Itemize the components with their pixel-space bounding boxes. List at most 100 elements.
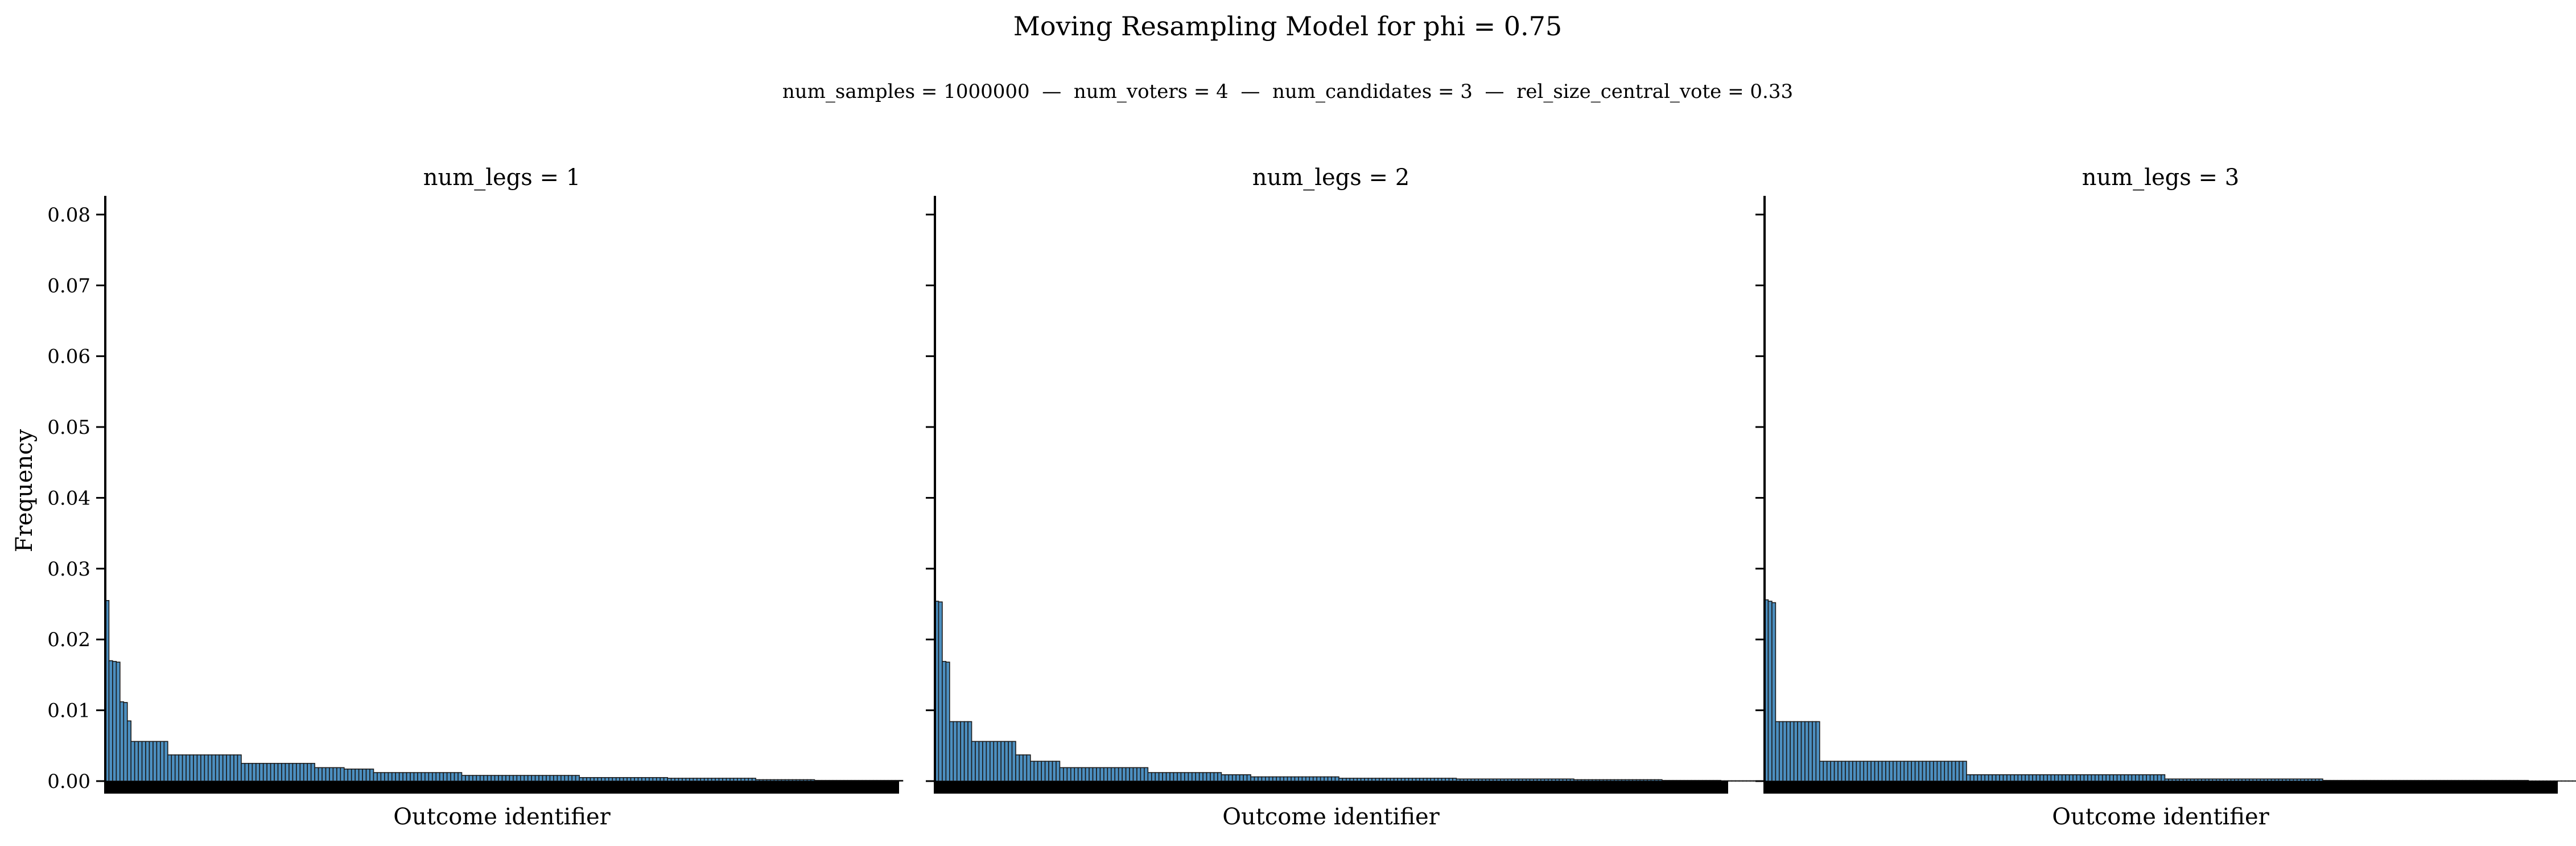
bar bbox=[1460, 778, 1465, 782]
bar bbox=[1360, 778, 1365, 782]
bar bbox=[1122, 767, 1127, 782]
bar bbox=[2061, 774, 2066, 782]
bar bbox=[967, 721, 972, 782]
bar bbox=[476, 775, 481, 782]
bar bbox=[2241, 778, 2247, 782]
bar bbox=[211, 754, 216, 782]
bar bbox=[1635, 779, 1641, 782]
bar bbox=[1375, 778, 1380, 782]
bar bbox=[2282, 778, 2287, 782]
bar bbox=[244, 763, 249, 782]
axes bbox=[934, 196, 1728, 794]
bar bbox=[1162, 772, 1167, 782]
bar bbox=[1533, 778, 1538, 782]
panel-title: num_legs = 3 bbox=[2082, 165, 2239, 191]
bar bbox=[1628, 779, 1633, 782]
bar bbox=[1412, 778, 1417, 782]
bar bbox=[2318, 778, 2323, 782]
bar bbox=[1265, 776, 1270, 782]
x-axis-label: Outcome identifier bbox=[2052, 804, 2269, 830]
bar bbox=[2017, 774, 2022, 782]
bar bbox=[2274, 778, 2280, 782]
bar bbox=[215, 754, 220, 782]
bar bbox=[1793, 721, 1798, 782]
bar bbox=[307, 763, 312, 782]
bar bbox=[2098, 774, 2103, 782]
figure-subtitle: num_samples = 1000000 — num_voters = 4 —… bbox=[782, 80, 1793, 103]
bar bbox=[1246, 774, 1251, 782]
bar bbox=[351, 769, 356, 782]
bar bbox=[1621, 779, 1626, 782]
bar bbox=[1349, 778, 1354, 782]
bar bbox=[1775, 721, 1780, 782]
bar bbox=[1452, 778, 1457, 782]
bar bbox=[1346, 778, 1351, 782]
bar bbox=[505, 775, 510, 782]
bar bbox=[2006, 774, 2012, 782]
bar bbox=[2010, 774, 2015, 782]
bar bbox=[759, 779, 764, 782]
bar bbox=[1779, 721, 1784, 782]
bar bbox=[740, 778, 745, 782]
bar bbox=[2194, 778, 2199, 782]
bar bbox=[2267, 778, 2272, 782]
bar bbox=[1357, 778, 1362, 782]
bar bbox=[2025, 774, 2030, 782]
bar bbox=[571, 775, 576, 782]
bar bbox=[1966, 774, 1971, 782]
bar bbox=[1147, 772, 1152, 782]
bar bbox=[2252, 778, 2257, 782]
bar bbox=[1030, 761, 1035, 782]
bar bbox=[2208, 778, 2214, 782]
bar bbox=[479, 775, 485, 782]
bar bbox=[2149, 774, 2154, 782]
bar bbox=[726, 778, 731, 782]
bar bbox=[421, 772, 426, 782]
bar bbox=[1004, 741, 1009, 782]
bar bbox=[1250, 776, 1255, 782]
bar bbox=[1503, 778, 1508, 782]
bar bbox=[189, 754, 194, 782]
bar bbox=[696, 778, 702, 782]
bar bbox=[1026, 754, 1031, 782]
bar bbox=[538, 775, 543, 782]
bar bbox=[656, 777, 661, 782]
bar bbox=[663, 777, 668, 782]
bar bbox=[443, 772, 448, 782]
panel-title: num_legs = 2 bbox=[1252, 165, 1409, 191]
axes bbox=[1763, 196, 2558, 794]
bar bbox=[781, 779, 786, 782]
bar bbox=[2237, 778, 2243, 782]
bar bbox=[303, 763, 308, 782]
bar bbox=[1353, 778, 1358, 782]
bar bbox=[682, 778, 687, 782]
bar bbox=[112, 660, 117, 782]
bar bbox=[1158, 772, 1163, 782]
bar bbox=[336, 767, 341, 782]
bar bbox=[1797, 721, 1802, 782]
bar bbox=[601, 777, 606, 782]
bar bbox=[1056, 761, 1061, 782]
bar bbox=[1973, 774, 1979, 782]
bar bbox=[549, 775, 554, 782]
bar bbox=[2021, 774, 2026, 782]
bar bbox=[1569, 778, 1575, 782]
bar bbox=[384, 772, 389, 782]
bar bbox=[1599, 779, 1604, 782]
bar bbox=[1808, 721, 1813, 782]
bar bbox=[520, 775, 525, 782]
bar bbox=[1555, 778, 1560, 782]
bar bbox=[1023, 754, 1028, 782]
bar bbox=[755, 779, 760, 782]
bar bbox=[1602, 779, 1608, 782]
y-tick-label: 0.04 bbox=[47, 487, 90, 510]
bar bbox=[2153, 774, 2158, 782]
bar bbox=[1430, 778, 1435, 782]
bar bbox=[219, 754, 224, 782]
bar bbox=[2263, 778, 2268, 782]
bar bbox=[1881, 761, 1886, 782]
bar bbox=[483, 775, 488, 782]
bar bbox=[1456, 778, 1461, 782]
